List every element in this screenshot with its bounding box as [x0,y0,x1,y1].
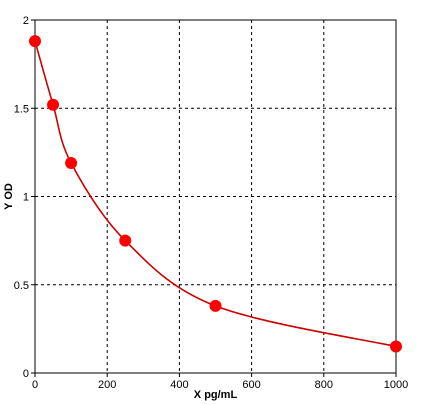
y-tick-label: 1 [23,192,29,204]
x-tick-label: 0 [32,379,38,391]
y-tick-label: 0.5 [14,280,29,292]
points-layer [29,35,402,353]
data-point [47,98,60,111]
data-point [209,299,222,312]
x-tick-label: 1000 [384,379,408,391]
y-tick-label: 1.5 [14,103,29,115]
data-point [119,234,132,247]
data-point [29,35,41,48]
grid-lines [35,20,396,373]
x-tick-label: 400 [170,379,188,391]
y-tick-label: 2 [23,15,29,27]
data-point [65,156,78,169]
y-tick-label: 0 [23,368,29,380]
x-axis-title: X pg/mL [194,389,238,401]
x-tick-label: 600 [242,379,260,391]
x-tick-label: 800 [315,379,333,391]
y-axis-title: Y OD [3,183,15,210]
x-tick-label: 200 [98,379,116,391]
axis-ticks: 0 200 400 600 800 1000 0 0.5 1 1.5 2 [14,15,409,391]
data-point [390,340,402,353]
